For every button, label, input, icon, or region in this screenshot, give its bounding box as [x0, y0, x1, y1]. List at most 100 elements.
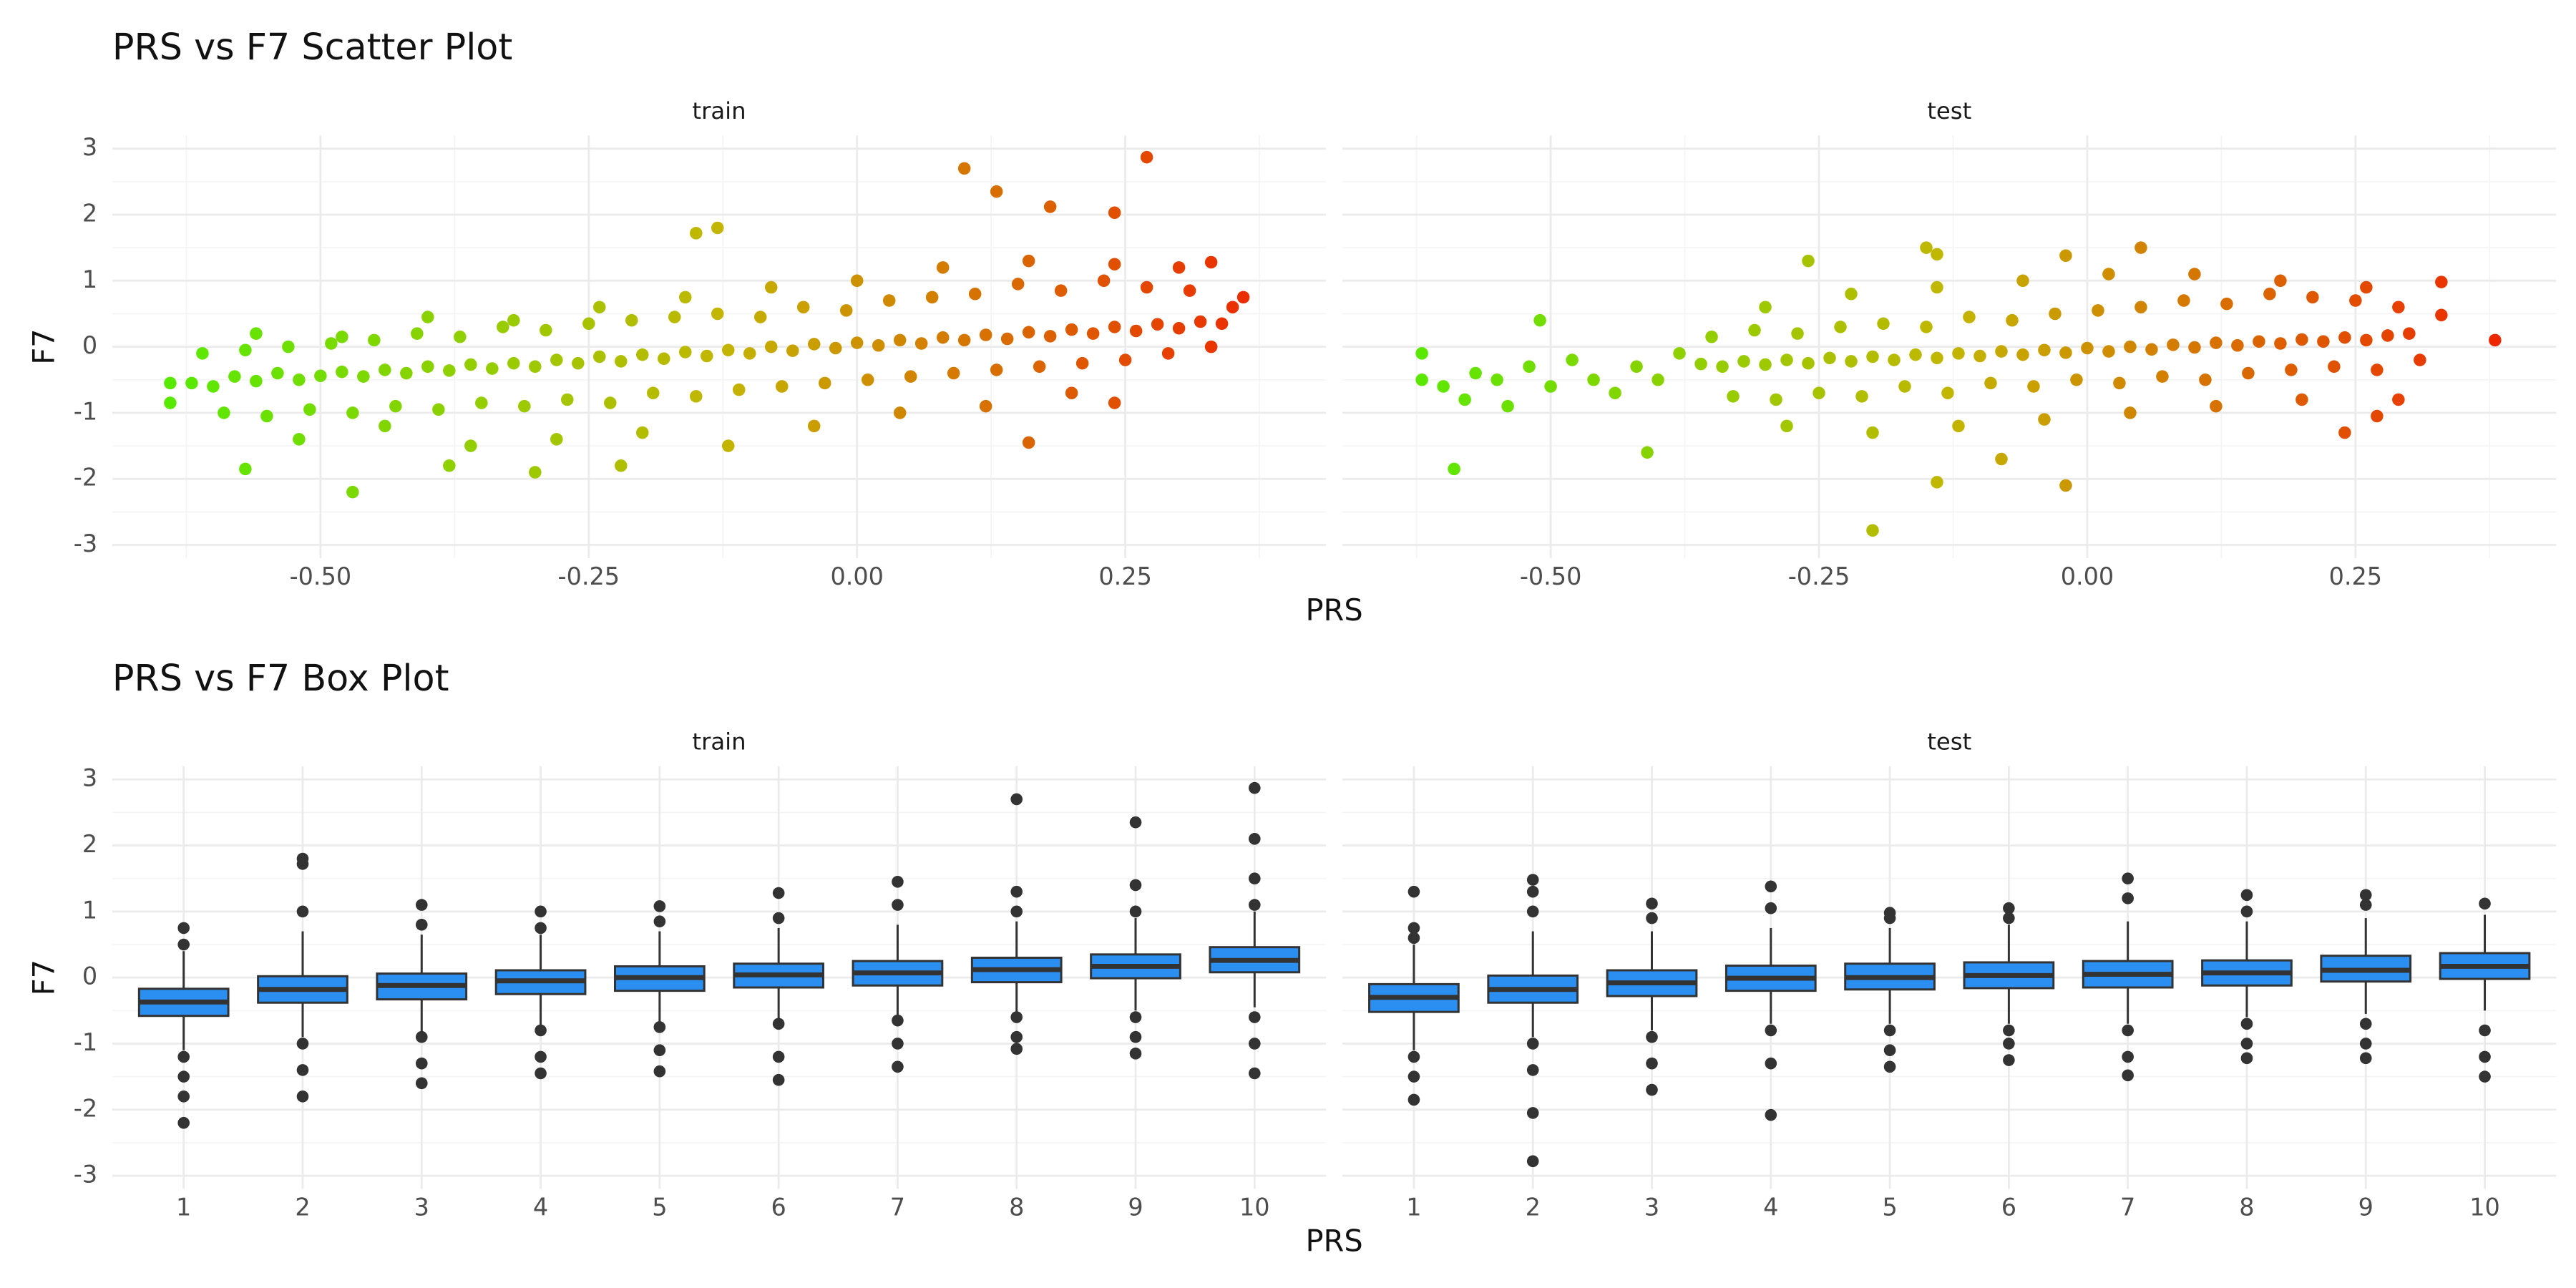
point [1984, 376, 1997, 390]
point [2296, 393, 2308, 406]
point [550, 433, 563, 446]
point [947, 366, 960, 380]
point [1075, 356, 1089, 370]
point [1469, 366, 1482, 380]
point [561, 393, 574, 406]
point [1236, 291, 1250, 304]
x-tick-label: 7 [2120, 1194, 2135, 1221]
point [1437, 380, 1450, 393]
point [1022, 254, 1035, 268]
point [807, 338, 821, 351]
outlier [1646, 1057, 1658, 1070]
point [1415, 347, 1428, 360]
x-tick-label: 6 [771, 1194, 786, 1221]
outlier [535, 905, 547, 918]
point [2231, 339, 2244, 352]
point [1834, 321, 1847, 333]
outlier [1646, 1030, 1658, 1043]
point [2016, 348, 2029, 361]
point [1609, 386, 1621, 399]
outlier [415, 899, 428, 911]
point [2092, 304, 2104, 317]
outlier [1129, 1011, 1142, 1023]
point [421, 360, 434, 374]
outlier [1010, 1043, 1023, 1055]
point [207, 380, 220, 393]
outlier [1526, 874, 1539, 886]
point [957, 162, 971, 175]
outlier [772, 1050, 785, 1063]
outlier [1765, 1024, 1777, 1037]
point [807, 419, 821, 433]
point [829, 341, 842, 355]
y-tick-label: -3 [74, 530, 97, 557]
point [357, 370, 370, 383]
point [839, 304, 853, 317]
y-axis-title: F7 [26, 960, 62, 995]
point [2371, 364, 2384, 376]
point [893, 333, 907, 347]
y-tick-label: 0 [82, 331, 97, 359]
outlier [296, 1038, 309, 1050]
point [282, 340, 295, 353]
point [2381, 329, 2394, 342]
outlier [2479, 1050, 2491, 1063]
point [2124, 340, 2137, 353]
x-tick-label: 0.00 [830, 562, 884, 590]
outlier [1407, 922, 1420, 935]
point [1108, 258, 1121, 270]
point [1974, 349, 1986, 363]
point [1151, 318, 1164, 331]
x-tick-label: 7 [890, 1194, 905, 1221]
point [2392, 301, 2405, 313]
point [1759, 301, 1772, 313]
point [2220, 297, 2233, 311]
point [582, 317, 595, 331]
point [636, 348, 649, 361]
point [250, 374, 263, 388]
point [2360, 333, 2373, 347]
point [775, 380, 789, 393]
point [550, 353, 563, 366]
outlier [1883, 1060, 1896, 1073]
outlier [1526, 905, 1539, 918]
point [786, 344, 799, 357]
point [872, 339, 885, 352]
chart-title: PRS vs F7 Scatter Plot [112, 26, 512, 68]
point [1491, 374, 1503, 386]
facet-label: train [692, 728, 746, 755]
point [615, 459, 628, 472]
outlier [2003, 1024, 2015, 1037]
outlier [1526, 885, 1539, 898]
point [1909, 348, 1922, 361]
outlier [2240, 889, 2253, 902]
x-tick-label: 4 [533, 1194, 548, 1221]
outlier [177, 1050, 190, 1063]
outlier [1129, 879, 1142, 892]
point [1065, 386, 1078, 399]
point [464, 358, 477, 371]
x-tick-label: 3 [414, 1194, 429, 1221]
point [250, 327, 263, 340]
point [925, 291, 939, 304]
point [796, 301, 810, 313]
y-tick-label: -1 [74, 1028, 97, 1056]
point [1194, 315, 1207, 328]
x-tick-label: 8 [1009, 1194, 1024, 1221]
point [2016, 274, 2029, 288]
outlier [177, 1070, 190, 1083]
point [293, 374, 306, 386]
point [443, 459, 456, 472]
point [721, 439, 735, 452]
point [1963, 311, 1976, 323]
outlier [1526, 1038, 1539, 1050]
outlier [1010, 1011, 1023, 1023]
outlier [892, 899, 904, 911]
point [164, 376, 177, 390]
point [421, 311, 434, 323]
point [2006, 313, 2019, 327]
point [1523, 360, 1536, 374]
point [893, 406, 907, 419]
outlier [772, 1073, 785, 1086]
